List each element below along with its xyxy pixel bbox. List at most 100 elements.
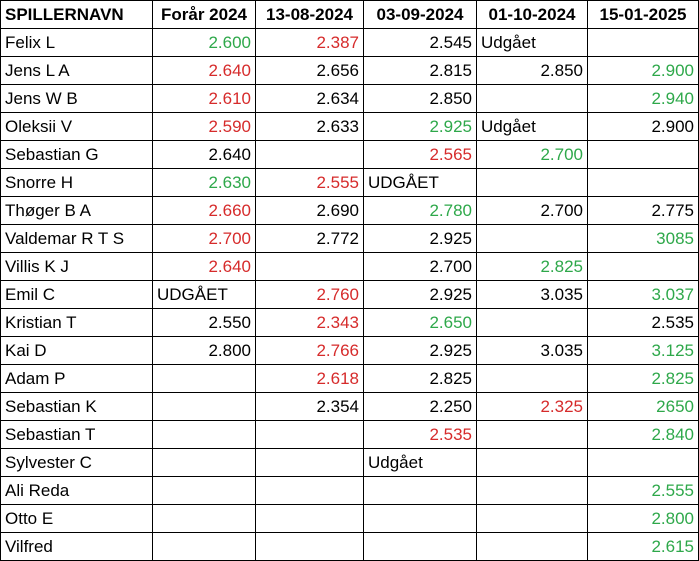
table-row: Otto E 2.800: [0, 504, 699, 533]
header-col-2: 13-08-2024: [255, 0, 364, 29]
rating-cell: 3085: [587, 224, 699, 253]
rating-cell: 2.387: [255, 28, 364, 57]
table-row: Vilfred 2.615: [0, 532, 699, 561]
rating-cell: [476, 364, 588, 393]
rating-cell: 2.550: [152, 308, 256, 337]
rating-cell: 2.925: [363, 336, 477, 365]
rating-cell: 2.630: [152, 168, 256, 197]
rating-cell: 2.600: [152, 28, 256, 57]
player-name-cell: Jens W B: [0, 84, 153, 113]
table-row: Adam P 2.618 2.825 2.825: [0, 364, 699, 393]
rating-cell: 2.325: [476, 392, 588, 421]
rating-cell: 2.545: [363, 28, 477, 57]
rating-cell: 2.925: [363, 224, 477, 253]
rating-cell: 2.825: [476, 252, 588, 281]
player-name-cell: Otto E: [0, 504, 153, 533]
rating-cell: [152, 392, 256, 421]
rating-cell: [587, 140, 699, 169]
table-row: Felix L 2.600 2.387 2.545 Udgået: [0, 28, 699, 57]
table-row: Jens W B 2.610 2.634 2.850 2.940: [0, 84, 699, 113]
table-row: Oleksii V 2.590 2.633 2.925 Udgået 2.900: [0, 112, 699, 141]
player-name-cell: Adam P: [0, 364, 153, 393]
rating-cell: 2.775: [587, 196, 699, 225]
rating-cell: 2.660: [152, 196, 256, 225]
rating-cell: 2.780: [363, 196, 477, 225]
rating-cell: 2.850: [476, 56, 588, 85]
rating-cell: 2.535: [363, 420, 477, 449]
table-row: Kristian T 2.550 2.343 2.650 2.535: [0, 308, 699, 337]
rating-cell: UDGÅET: [363, 168, 477, 197]
rating-cell: 2.840: [587, 420, 699, 449]
rating-cell: [152, 504, 256, 533]
rating-cell: [476, 532, 588, 561]
rating-cell: 2.700: [152, 224, 256, 253]
rating-cell: 2.760: [255, 280, 364, 309]
rating-cell: [476, 168, 588, 197]
player-name-cell: Sebastian K: [0, 392, 153, 421]
player-name-cell: Oleksii V: [0, 112, 153, 141]
table-row: Thøger B A 2.660 2.690 2.780 2.700 2.775: [0, 196, 699, 225]
header-col-5: 15-01-2025: [587, 0, 699, 29]
rating-cell: 2.766: [255, 336, 364, 365]
player-name-cell: Vilfred: [0, 532, 153, 561]
rating-cell: [587, 448, 699, 477]
rating-cell: [476, 476, 588, 505]
rating-cell: 2.772: [255, 224, 364, 253]
table-row: Ali Reda 2.555: [0, 476, 699, 505]
rating-cell: 2.640: [152, 252, 256, 281]
table-row: Emil C UDGÅET 2.760 2.925 3.035 3.037: [0, 280, 699, 309]
rating-cell: [587, 28, 699, 57]
table-body: Felix L 2.600 2.387 2.545 Udgået Jens L A 2.64…: [0, 28, 699, 561]
rating-cell: 3.035: [476, 336, 588, 365]
rating-cell: 2.618: [255, 364, 364, 393]
rating-cell: 2.343: [255, 308, 364, 337]
rating-cell: 2.555: [255, 168, 364, 197]
rating-cell: 2.815: [363, 56, 477, 85]
rating-cell: 2.535: [587, 308, 699, 337]
rating-cell: 3.125: [587, 336, 699, 365]
rating-cell: 2.354: [255, 392, 364, 421]
rating-cell: 3.037: [587, 280, 699, 309]
rating-cell: [476, 504, 588, 533]
rating-cell: [255, 252, 364, 281]
rating-cell: 2.925: [363, 280, 477, 309]
table-row: Valdemar R T S 2.700 2.772 2.925 3085: [0, 224, 699, 253]
rating-cell: 2.610: [152, 84, 256, 113]
rating-cell: 2.940: [587, 84, 699, 113]
table-row: Sebastian T 2.535 2.840: [0, 420, 699, 449]
player-name-cell: Villis K J: [0, 252, 153, 281]
rating-cell: [152, 476, 256, 505]
table-row: Jens L A 2.640 2.656 2.815 2.850 2.900: [0, 56, 699, 85]
rating-cell: [152, 364, 256, 393]
rating-cell: [476, 448, 588, 477]
rating-cell: 2.700: [476, 196, 588, 225]
rating-cell: 2.690: [255, 196, 364, 225]
rating-cell: 2.640: [152, 140, 256, 169]
rating-cell: 2.633: [255, 112, 364, 141]
rating-cell: 2.615: [587, 532, 699, 561]
rating-cell: 2.250: [363, 392, 477, 421]
table-header: SPILLERNAVN Forår 2024 13-08-2024 03-09-…: [0, 0, 699, 29]
player-name-cell: Emil C: [0, 280, 153, 309]
header-col-3: 03-09-2024: [363, 0, 477, 29]
rating-cell: 2.925: [363, 112, 477, 141]
rating-cell: [476, 224, 588, 253]
table-row: Villis K J 2.640 2.700 2.825: [0, 252, 699, 281]
rating-cell: [587, 252, 699, 281]
rating-cell: Udgået: [476, 28, 588, 57]
player-name-cell: Valdemar R T S: [0, 224, 153, 253]
rating-cell: 2.656: [255, 56, 364, 85]
rating-cell: Udgået: [363, 448, 477, 477]
header-col-1: Forår 2024: [152, 0, 256, 29]
rating-cell: 2.825: [587, 364, 699, 393]
rating-cell: [255, 476, 364, 505]
rating-cell: 2.700: [363, 252, 477, 281]
player-name-cell: Ali Reda: [0, 476, 153, 505]
header-col-4: 01-10-2024: [476, 0, 588, 29]
rating-cell: [476, 84, 588, 113]
rating-cell: 2.900: [587, 112, 699, 141]
rating-cell: Udgået: [476, 112, 588, 141]
player-name-cell: Sebastian G: [0, 140, 153, 169]
rating-cell: [255, 532, 364, 561]
